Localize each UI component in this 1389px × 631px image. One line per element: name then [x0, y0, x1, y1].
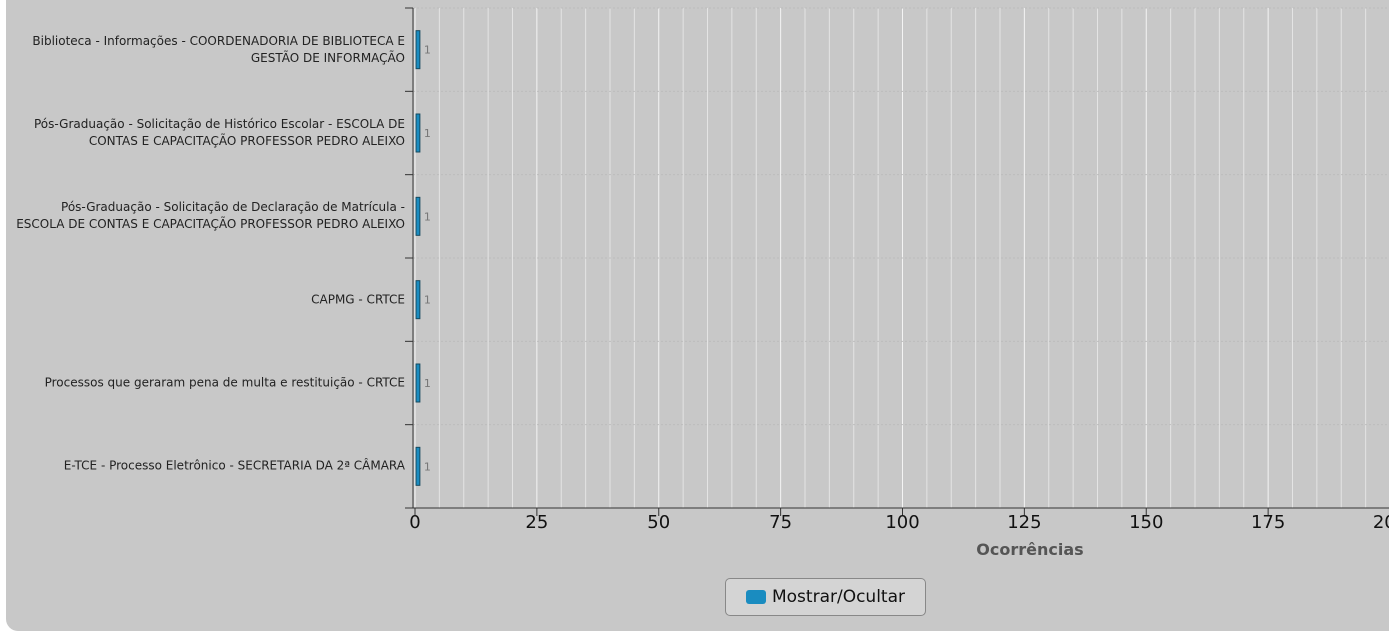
y-tick-label: Processos que geraram pena de multa e re… — [44, 375, 405, 390]
bar — [415, 113, 421, 153]
x-tick-label: 0 — [409, 512, 420, 533]
y-tick-label: CAPMG - CRTCE — [311, 292, 405, 307]
value-label: 1 — [424, 44, 431, 57]
y-tick-label: Pós-Graduação - Solicitação de Histórico… — [34, 117, 405, 148]
x-tick-label: 50 — [647, 512, 670, 533]
x-tick-label: 200 — [1373, 512, 1389, 533]
bar — [415, 30, 421, 70]
bar — [415, 280, 421, 320]
x-tick-label: 75 — [769, 512, 792, 533]
x-tick-label: 125 — [1007, 512, 1041, 533]
y-tick-label: E-TCE - Processo Eletrônico - SECRETARIA… — [63, 458, 405, 473]
y-tick-label: Pós-Graduação - Solicitação de Declaraçã… — [16, 200, 405, 232]
bar — [415, 196, 421, 236]
value-label: 1 — [424, 460, 431, 473]
x-tick-label: 100 — [885, 512, 919, 533]
y-tick-label: Biblioteca - Informações - COORDENADORIA… — [32, 33, 405, 65]
x-tick-label: 150 — [1129, 512, 1163, 533]
value-label: 1 — [424, 294, 431, 307]
bar — [415, 363, 421, 403]
chart-panel — [6, 0, 1389, 631]
value-label: 1 — [424, 377, 431, 390]
value-label: 1 — [424, 210, 431, 223]
legend-swatch — [745, 590, 766, 604]
x-tick-label: 25 — [525, 512, 548, 533]
legend-label[interactable]: Mostrar/Ocultar — [771, 587, 905, 607]
legend-toggle[interactable]: Mostrar/Ocultar — [725, 578, 926, 616]
x-tick-label: 175 — [1251, 512, 1285, 533]
x-axis-label: Ocorrências — [976, 540, 1083, 559]
bar — [415, 446, 421, 486]
value-label: 1 — [424, 127, 431, 140]
